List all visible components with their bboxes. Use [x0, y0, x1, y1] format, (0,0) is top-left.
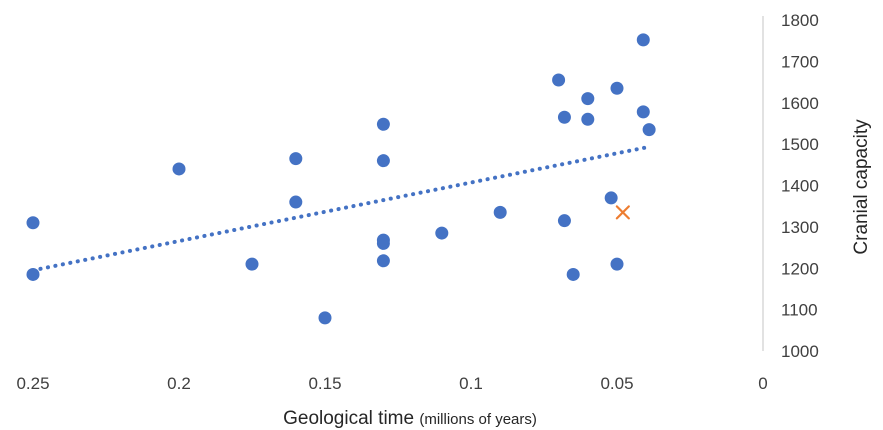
- data-point: [604, 191, 618, 205]
- data-points: [26, 33, 656, 325]
- data-point: [318, 311, 332, 325]
- data-point: [642, 123, 656, 137]
- x-tick-label: 0.1: [459, 374, 483, 393]
- data-point: [610, 257, 624, 271]
- data-point: [245, 257, 259, 271]
- data-point: [376, 154, 390, 168]
- y-axis-title: Cranial capacity: [851, 119, 872, 255]
- x-axis-title: Geological time (millions of years): [283, 408, 537, 429]
- y-tick-label: 1000: [781, 342, 819, 361]
- x-axis-unit: (millions of years): [419, 411, 537, 428]
- data-point: [581, 112, 595, 126]
- data-point: [289, 195, 303, 209]
- x-axis-label: Geological time: [283, 408, 414, 429]
- data-point: [376, 254, 390, 268]
- data-point: [636, 105, 650, 119]
- data-point: [581, 92, 595, 106]
- data-point: [610, 81, 624, 95]
- y-tick-label: 1500: [781, 135, 819, 154]
- data-point: [26, 216, 40, 230]
- y-tick-label: 1600: [781, 94, 819, 113]
- y-tick-label: 1700: [781, 52, 819, 71]
- data-point: [566, 267, 580, 281]
- data-point: [172, 162, 186, 176]
- x-tick-label: 0: [758, 374, 767, 393]
- y-tick-label: 1100: [781, 301, 818, 320]
- trendline: [31, 145, 649, 273]
- x-tick-labels: 0.25 0.2 0.15 0.1 0.05 0: [16, 374, 767, 393]
- y-tick-label: 1300: [781, 218, 819, 237]
- data-point: [493, 205, 507, 219]
- data-point: [557, 214, 571, 228]
- data-point: [26, 267, 40, 281]
- y-tick-label: 1200: [781, 259, 819, 278]
- highlighted-point: [615, 205, 630, 220]
- y-tick-labels: 1000 1100 1200 1300 1400 1500 1600 1700 1800: [781, 11, 819, 361]
- data-point: [435, 226, 449, 240]
- data-point: [376, 236, 390, 250]
- x-tick-label: 0.15: [308, 374, 341, 393]
- data-point: [289, 152, 303, 166]
- data-point: [636, 33, 650, 47]
- x-tick-label: 0.25: [16, 374, 49, 393]
- data-point: [376, 117, 390, 131]
- x-tick-label: 0.2: [167, 374, 191, 393]
- y-tick-label: 1400: [781, 177, 819, 196]
- x-tick-label: 0.05: [600, 374, 633, 393]
- y-tick-label: 1800: [781, 11, 819, 30]
- data-point: [557, 110, 571, 124]
- data-point: [552, 73, 566, 87]
